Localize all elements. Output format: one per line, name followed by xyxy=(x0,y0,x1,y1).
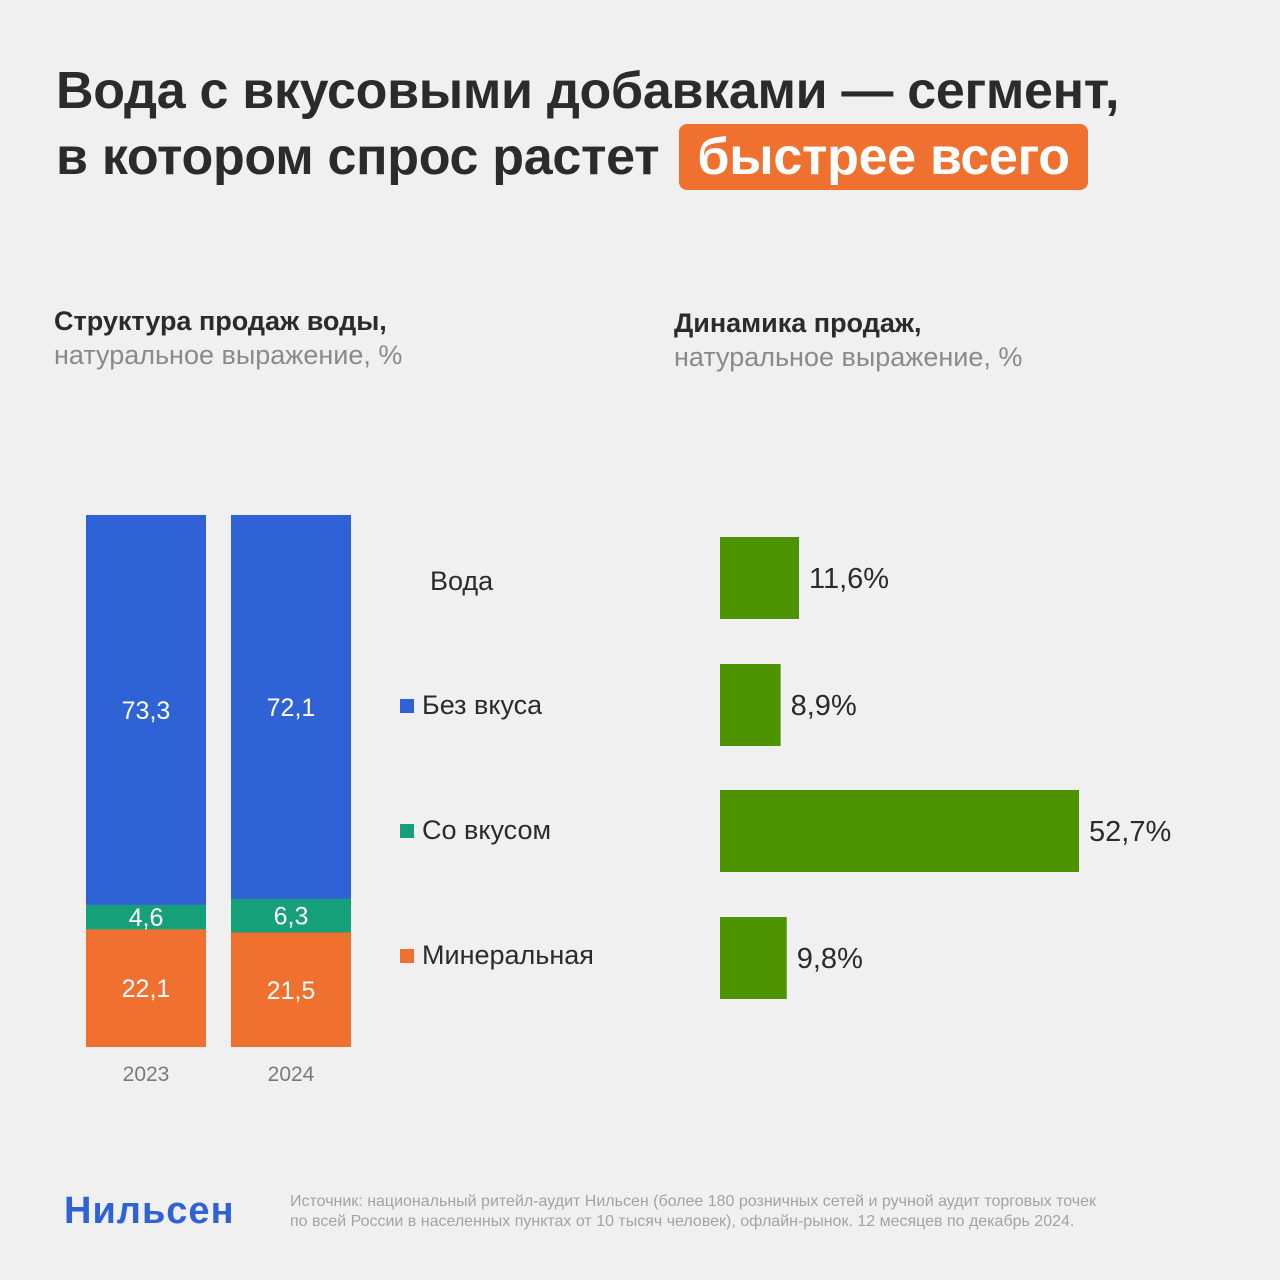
structure-chart-title: Структура продаж воды, xyxy=(54,306,387,336)
growth-value-label: 8,9% xyxy=(791,690,857,722)
stack-value-label: 72,1 xyxy=(267,694,316,722)
growth-bar-0 xyxy=(720,537,800,619)
dynamics-chart-title: Динамика продаж, xyxy=(674,308,922,338)
nielsen-logo: Нильсен xyxy=(64,1190,235,1232)
year-tick-label: 2023 xyxy=(123,1063,170,1086)
legend-label-mineral: Минеральная xyxy=(422,940,594,970)
stack-value-label: 73,3 xyxy=(122,697,171,725)
stack-segment-2023-0 xyxy=(86,929,206,1047)
stack-segment-2023-2 xyxy=(86,515,206,905)
stacked-bar-chart: 22,1 4,6 73,3 2023 21,5 6,3 72,1 2024 xyxy=(86,515,351,1086)
legend-label-flavored: Со вкусом xyxy=(422,815,552,845)
legend-item-flavored: Со вкусом xyxy=(400,815,551,846)
title-line-2: в котором спрос растет xyxy=(56,128,660,186)
legend-swatch-plain xyxy=(400,698,414,713)
title-highlight: быстрее всего xyxy=(679,124,1088,190)
structure-chart-heading: Структура продаж воды, натуральное выраж… xyxy=(54,304,402,372)
growth-value-label: 9,8% xyxy=(797,943,863,975)
source-note: Источник: национальный ритейл-аудит Ниль… xyxy=(290,1192,1210,1232)
stack-segment-2024-1 xyxy=(231,898,351,933)
growth-value-label: 11,6% xyxy=(809,563,889,595)
title-line-1: Вода с вкусовыми добавками — сегмент, xyxy=(56,62,1120,120)
legend-swatch-mineral xyxy=(400,948,414,963)
stack-value-label: 22,1 xyxy=(122,975,171,1003)
growth-bar-1 xyxy=(720,664,781,746)
legend-item-mineral: Минеральная xyxy=(400,940,594,971)
stack-segment-2024-2 xyxy=(231,515,351,899)
structure-chart-subtitle: натуральное выражение, % xyxy=(54,340,403,370)
stack-value-label: 21,5 xyxy=(267,977,316,1005)
stack-value-label: 6,3 xyxy=(274,903,309,931)
legend-swatch-flavored xyxy=(400,823,414,838)
growth-bar-2 xyxy=(720,790,1079,872)
dynamics-chart-subtitle: натуральное выражение, % xyxy=(674,342,1023,372)
dynamics-chart-heading: Динамика продаж, натуральное выражение, … xyxy=(674,306,1022,374)
stack-segment-2024-0 xyxy=(231,932,351,1047)
stack-segment-2023-1 xyxy=(86,904,206,930)
page-title: Вода с вкусовыми добавками — сегмент, в … xyxy=(56,58,1236,190)
legend-item-plain: Без вкуса xyxy=(400,690,542,721)
growth-value-label: 52,7% xyxy=(1089,816,1171,848)
growth-bar-3 xyxy=(720,917,787,999)
legend-label-plain: Без вкуса xyxy=(422,690,543,720)
year-tick-label: 2024 xyxy=(268,1063,315,1086)
source-note-line-1: Источник: национальный ритейл-аудит Ниль… xyxy=(290,1193,1097,1210)
growth-bar-chart: 11,6% 8,9% 52,7% 9,8% xyxy=(720,537,1171,999)
stack-value-label: 4,6 xyxy=(129,904,164,932)
legend-heading: Вода xyxy=(430,566,494,596)
source-note-line-2: по всей России в населенных пунктах от 1… xyxy=(290,1213,1075,1230)
